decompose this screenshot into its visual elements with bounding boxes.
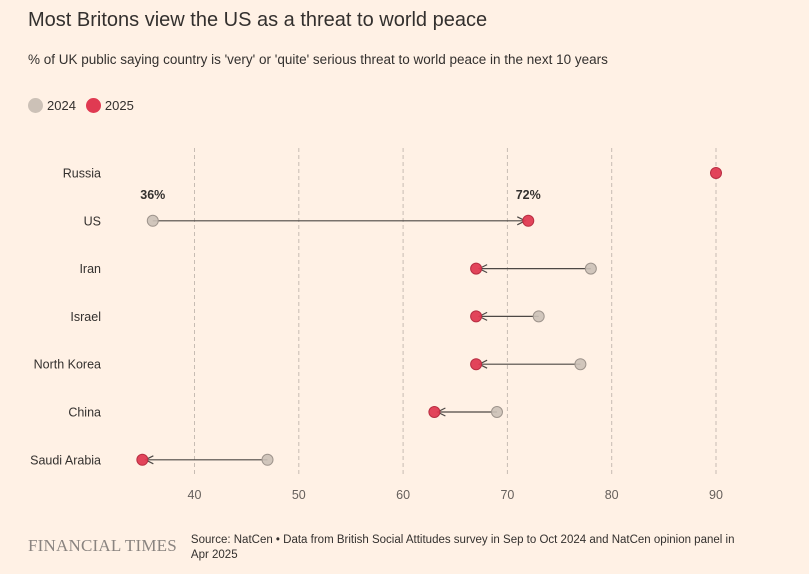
x-tick-label: 80	[605, 488, 619, 502]
ft-logo: FINANCIAL TIMES	[28, 536, 177, 555]
point-2025-north-korea	[470, 358, 483, 371]
point-2025-us	[522, 214, 535, 227]
x-tick-label: 70	[500, 488, 514, 502]
legend-label-2024: 2024	[47, 98, 76, 113]
point-2024-china	[490, 406, 503, 418]
point-2024-us	[146, 214, 159, 227]
data-label-2025: 72%	[516, 188, 541, 202]
point-2024-israel	[532, 310, 545, 323]
x-tick-label: 40	[188, 488, 202, 502]
y-category-label: Saudi Arabia	[30, 453, 101, 467]
footer: FINANCIAL TIMES Source: NatCen • Data fr…	[28, 533, 736, 563]
legend-item-2024: 2024	[28, 98, 76, 113]
x-tick-label: 50	[292, 488, 306, 502]
legend-swatch-2024	[28, 98, 43, 113]
dumbbell-chart: 40 50 60 70 80 90 Russia US Iran Israel North Kore…	[30, 148, 723, 502]
chart-title: Most Britons view the US as a threat to …	[28, 9, 488, 31]
point-2025-russia	[710, 167, 722, 179]
legend: 2024 2025	[28, 98, 138, 113]
legend-label-2025: 2025	[104, 98, 134, 113]
point-2025-iran	[470, 262, 483, 275]
source-note: Source: NatCen • Data from British Socia…	[190, 534, 735, 561]
point-2024-north-korea	[574, 358, 587, 371]
point-2024-saudi-arabia	[261, 453, 274, 466]
y-category-label: Israel	[70, 310, 101, 324]
legend-swatch-2025	[85, 98, 101, 113]
x-tick-label: 60	[396, 488, 410, 502]
y-category-label: North Korea	[34, 358, 101, 372]
y-category-label: China	[68, 406, 101, 420]
data-label-2024: 36%	[140, 188, 165, 202]
point-2025-china	[428, 406, 441, 418]
legend-item-2025: 2025	[85, 98, 134, 113]
point-2025-israel	[470, 310, 483, 323]
y-category-label: US	[84, 214, 101, 228]
chart-subtitle: % of UK public saying country is 'very' …	[28, 52, 608, 67]
y-category-label: Iran	[79, 262, 101, 276]
point-2025-saudi-arabia	[136, 453, 149, 466]
x-tick-label: 90	[709, 488, 723, 502]
y-category-label: Russia	[63, 167, 101, 181]
point-2024-iran	[584, 262, 597, 275]
